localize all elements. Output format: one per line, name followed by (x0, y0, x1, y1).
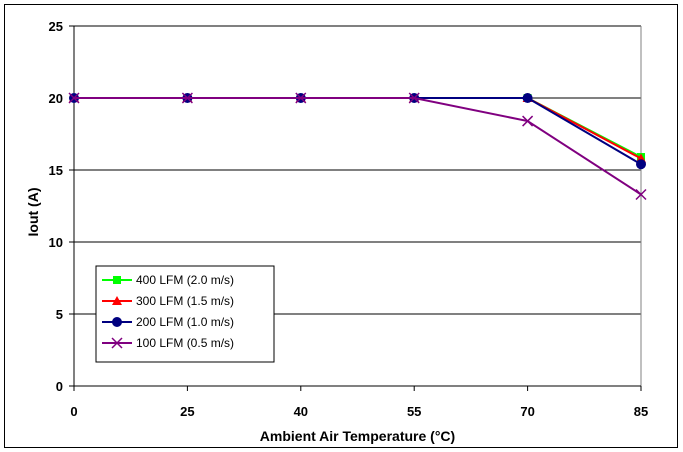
data-point-s3-2-stroke-b (295, 92, 307, 104)
legend-label-1: 300 LFM (1.5 m/s) (136, 294, 234, 308)
data-point-s3-3 (408, 92, 420, 104)
data-point-s3-5 (635, 188, 647, 201)
y-tick-label-25: 25 (49, 19, 63, 34)
series-1 (69, 93, 646, 163)
x-tick-label-25: 25 (180, 404, 194, 419)
data-point-s3-1 (181, 92, 193, 104)
x-tick-label-40: 40 (294, 404, 308, 419)
x-tick-label-55: 55 (407, 404, 421, 419)
legend-entry-3: 100 LFM (0.5 m/s) (102, 336, 234, 350)
chart-frame (4, 4, 678, 448)
ticks-layer: 0 5 10 15 20 25 0 25 40 55 70 85 (49, 19, 649, 419)
legend-label-2: 200 LFM (1.0 m/s) (136, 315, 234, 329)
y-tick-label-15: 15 (49, 163, 63, 178)
data-point-s3-2 (295, 92, 307, 104)
series-layer (68, 92, 647, 201)
data-point-s3-3-stroke-b (408, 92, 420, 104)
series-line-2 (74, 97, 642, 166)
data-point-s2-5 (636, 159, 646, 170)
y-tick-label-20: 20 (49, 91, 63, 106)
data-point-s2-4 (522, 93, 533, 103)
x-tick-label-0: 0 (70, 404, 77, 419)
legend-marker-3 (111, 337, 123, 349)
legend-label-0: 400 LFM (2.0 m/s) (136, 273, 234, 287)
legend-marker-0 (113, 276, 121, 284)
data-point-s3-0-stroke-b (68, 92, 80, 104)
y-tick-label-10: 10 (49, 235, 63, 250)
data-point-s3-5-stroke-b (635, 188, 647, 201)
x-tick-label-70: 70 (520, 404, 534, 419)
legend-marker-1 (112, 296, 122, 305)
series-line-0 (74, 97, 642, 158)
data-point-s3-0 (68, 92, 80, 104)
legend-entry-0: 400 LFM (2.0 m/s) (102, 273, 234, 287)
x-axis-title: Ambient Air Temperature (°C) (260, 428, 455, 444)
legend-label-3: 100 LFM (0.5 m/s) (136, 336, 234, 350)
legend: 400 LFM (2.0 m/s) 300 LFM (1.5 m/s) 200 LF… (95, 265, 275, 363)
legend-box (95, 265, 275, 363)
legend-marker-3-stroke-b (111, 337, 123, 349)
x-tick-label-85: 85 (634, 404, 648, 419)
legend-entry-1: 300 LFM (1.5 m/s) (102, 294, 234, 308)
data-point-s3-4 (522, 115, 534, 127)
legend-marker-2 (112, 317, 122, 327)
y-axis-title: Iout (A) (25, 188, 41, 237)
data-point-s3-1-stroke-b (181, 92, 193, 104)
y-tick-label-0: 0 (56, 379, 63, 394)
y-tick-label-5: 5 (56, 307, 63, 322)
series-2 (69, 93, 646, 170)
series-line-1 (74, 97, 642, 160)
series-0 (70, 94, 645, 162)
data-point-s3-4-stroke-b (522, 115, 534, 127)
series-line-3 (74, 97, 642, 196)
axes-layer (69, 25, 642, 391)
series-3 (68, 92, 647, 201)
legend-entry-2: 200 LFM (1.0 m/s) (102, 315, 234, 329)
